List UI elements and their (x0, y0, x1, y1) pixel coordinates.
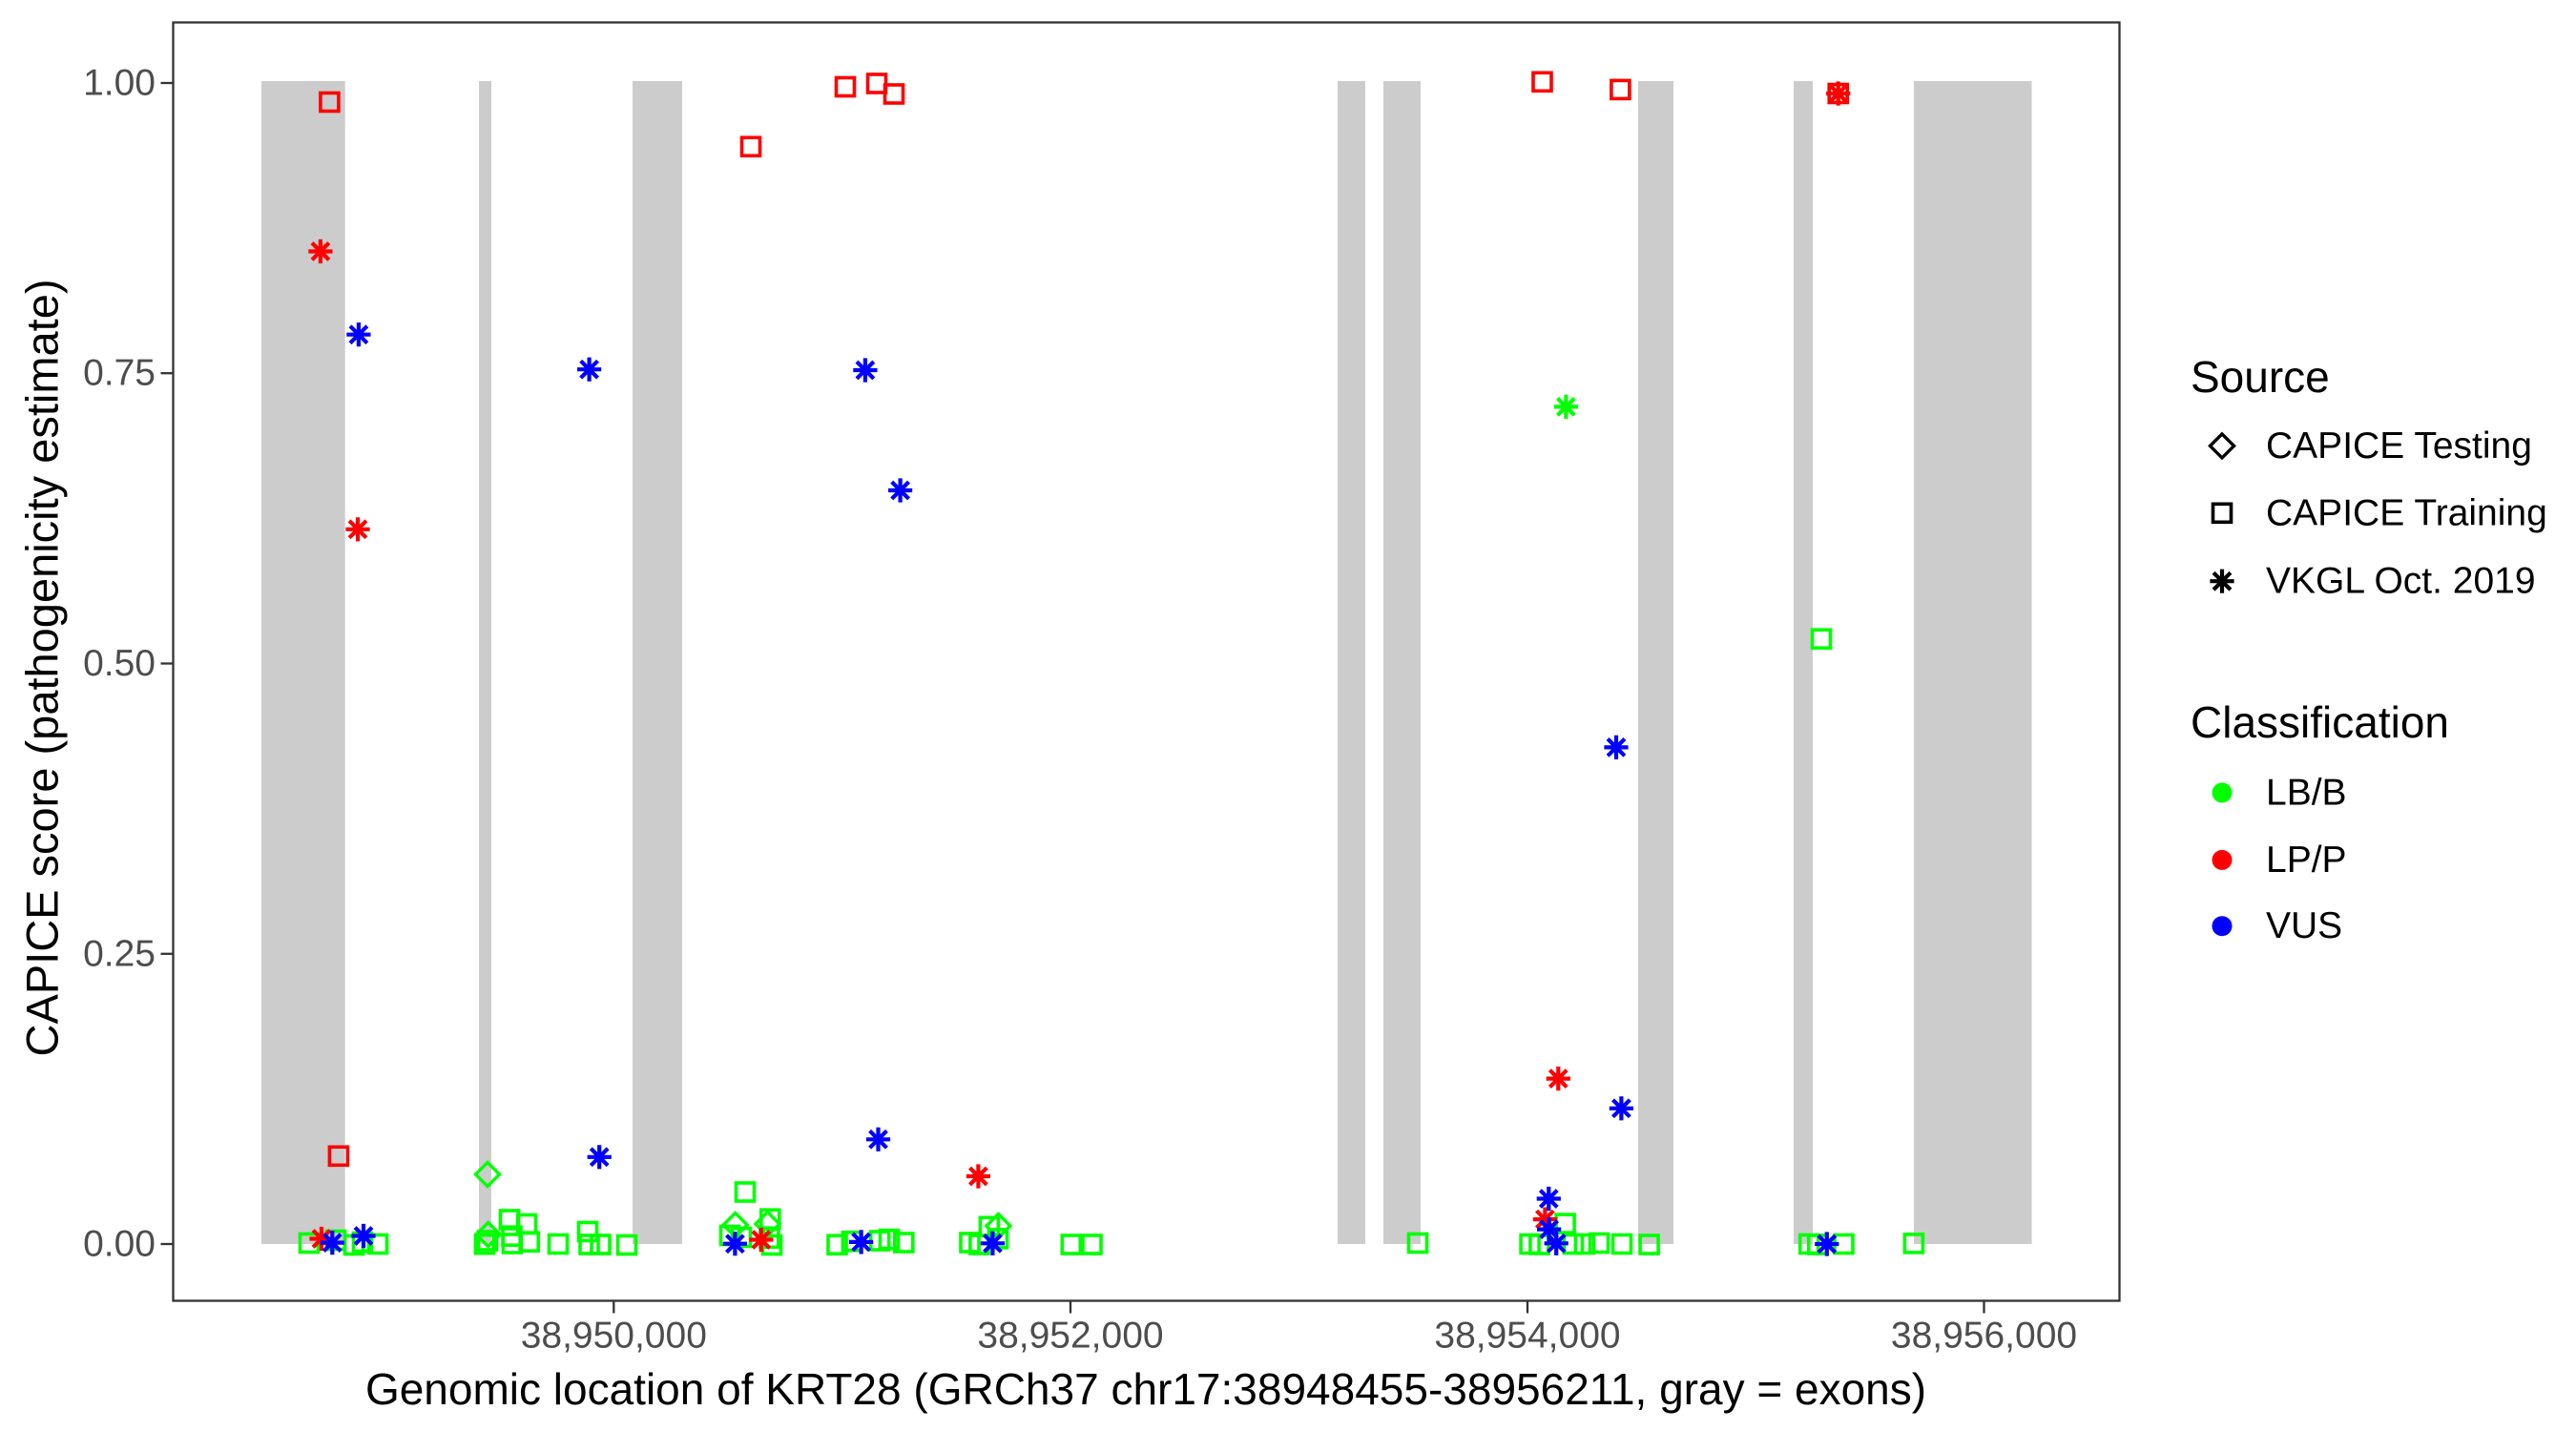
svg-text:38,954,000: 38,954,000 (1434, 1316, 1620, 1357)
svg-text:0.75: 0.75 (83, 353, 156, 394)
svg-text:LP/P: LP/P (2266, 840, 2347, 881)
svg-text:0.50: 0.50 (83, 643, 156, 684)
svg-text:0.00: 0.00 (83, 1224, 156, 1265)
svg-text:38,956,000: 38,956,000 (1891, 1316, 2077, 1357)
svg-text:Source: Source (2191, 352, 2330, 402)
svg-text:38,950,000: 38,950,000 (521, 1316, 707, 1357)
svg-text:Classification: Classification (2191, 697, 2449, 747)
svg-text:CAPICE score (pathogenicity es: CAPICE score (pathogenicity estimate) (17, 280, 68, 1057)
svg-text:VUS: VUS (2266, 905, 2342, 946)
svg-text:CAPICE Training: CAPICE Training (2266, 492, 2547, 533)
svg-text:Genomic location of KRT28 (GRC: Genomic location of KRT28 (GRCh37 chr17:… (365, 1364, 1926, 1414)
svg-text:38,952,000: 38,952,000 (977, 1316, 1163, 1357)
svg-text:VKGL Oct. 2019: VKGL Oct. 2019 (2266, 561, 2536, 602)
svg-text:0.25: 0.25 (83, 933, 156, 974)
svg-text:CAPICE Testing: CAPICE Testing (2266, 425, 2532, 467)
svg-text:LB/B: LB/B (2266, 772, 2347, 813)
svg-text:1.00: 1.00 (83, 63, 156, 104)
